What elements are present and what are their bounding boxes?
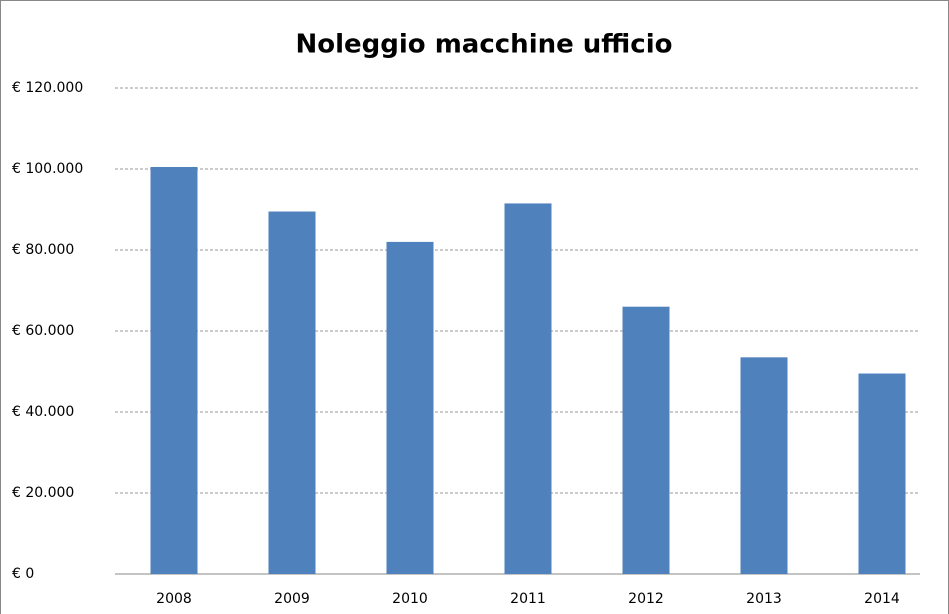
chart-title: Noleggio macchine ufficio: [296, 30, 673, 60]
y-tick-label: € 60.000: [12, 323, 74, 339]
bar: [504, 203, 552, 575]
x-tick-label: 2008: [156, 591, 192, 607]
y-tick-label: € 80.000: [12, 242, 74, 258]
bar: [386, 241, 434, 574]
x-tick-label: 2014: [864, 591, 900, 607]
y-tick-label: € 100.000: [12, 161, 83, 177]
bar: [740, 357, 788, 574]
y-tick-label: € 40.000: [12, 404, 74, 420]
x-tick-label: 2011: [510, 591, 546, 607]
y-tick-label: € 120.000: [12, 80, 83, 96]
x-tick-label: 2013: [746, 591, 782, 607]
bar: [622, 306, 670, 574]
bar: [268, 211, 316, 574]
bar: [150, 166, 198, 574]
x-tick-label: 2012: [628, 591, 664, 607]
y-tick-label: € 0: [12, 566, 34, 582]
y-tick-label: € 20.000: [12, 485, 74, 501]
bar: [858, 373, 906, 574]
x-tick-label: 2009: [274, 591, 310, 607]
x-tick-label: 2010: [392, 591, 428, 607]
